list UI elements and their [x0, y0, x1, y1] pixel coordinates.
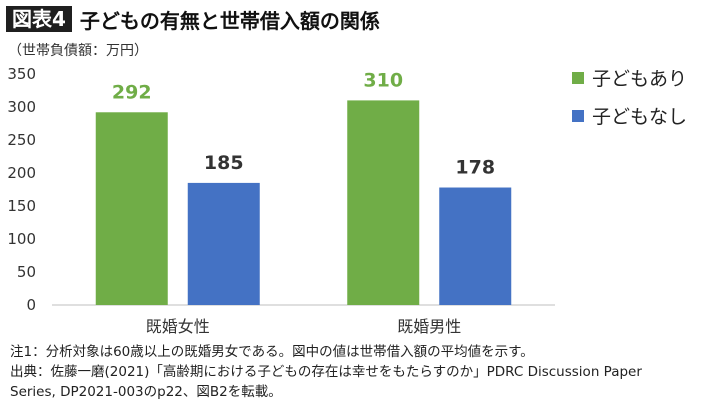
x-category-label: 既婚女性	[146, 317, 210, 336]
bar-chart: 0 50 100 150 200 250 300 350 292 185 既婚女性 310 178 既婚男…	[7, 65, 687, 336]
source-line-cont: Series, DP2021-003のp22、図B2を転載。	[10, 384, 282, 400]
legend-swatch	[572, 72, 584, 84]
x-category-label: 既婚男性	[397, 317, 461, 336]
unit-label: （世帯負債額：万円）	[8, 43, 148, 59]
y-tick-label: 300	[7, 98, 36, 116]
bar-with-children	[347, 100, 420, 306]
legend-label: 子どもなし	[592, 106, 687, 128]
data-label: 310	[363, 69, 403, 91]
y-tick-label: 250	[7, 131, 36, 149]
notes: 注1：分析対象は60歳以上の既婚男女である。図中の値は世帯借入額の平均値を示す。…	[10, 342, 700, 402]
bar-without-children	[439, 187, 512, 305]
y-tick-label: 150	[7, 197, 36, 215]
y-tick-label: 0	[26, 296, 36, 314]
bar-with-children	[95, 112, 168, 305]
source-line: 出典：佐藤一磨(2021)「高齢期における子どもの存在は幸せをもたらすのか」PD…	[10, 364, 642, 380]
data-label: 292	[112, 81, 152, 103]
data-label: 185	[204, 152, 244, 174]
note-line: 注1：分析対象は60歳以上の既婚男女である。図中の値は世帯借入額の平均値を示す。	[10, 344, 534, 360]
y-tick-label: 50	[17, 263, 36, 281]
bar-without-children	[187, 182, 260, 305]
y-tick-label: 350	[7, 65, 36, 83]
data-label: 178	[455, 157, 495, 179]
y-tick-label: 200	[7, 164, 36, 182]
figure-title: 子どもの有無と世帯借入額の関係	[79, 8, 380, 33]
figure-header: 図表4 子どもの有無と世帯借入額の関係	[6, 4, 380, 34]
legend-swatch	[572, 110, 584, 122]
figure-badge: 図表4	[6, 6, 72, 32]
y-tick-label: 100	[7, 230, 36, 248]
legend-label: 子どもあり	[592, 68, 687, 90]
